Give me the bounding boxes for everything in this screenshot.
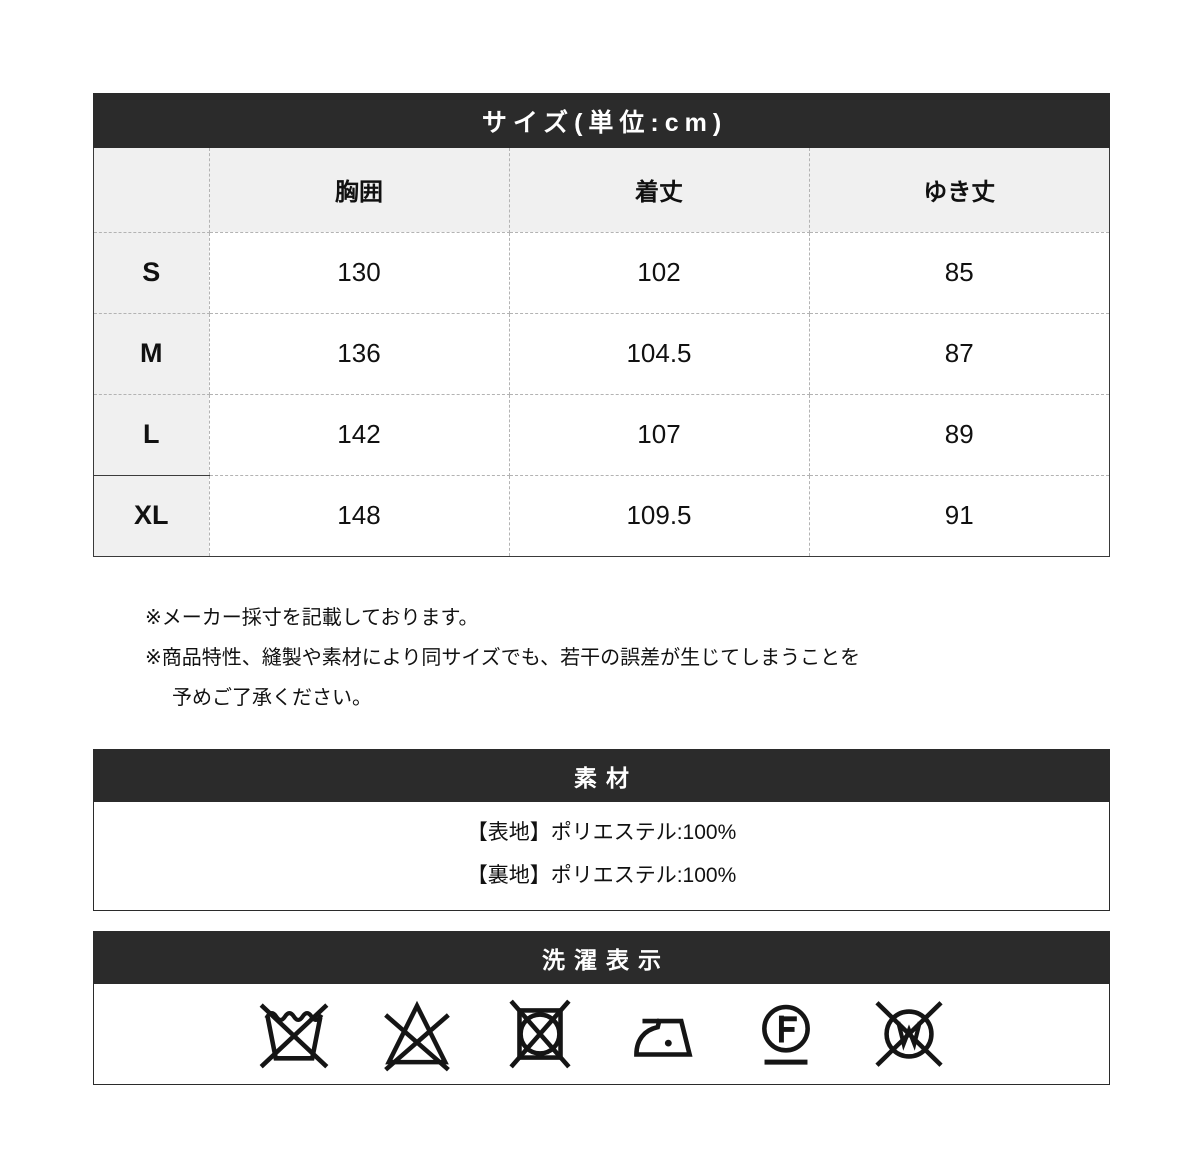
value-cell: 130 bbox=[208, 231, 510, 314]
dry-clean-F-icon bbox=[762, 1004, 810, 1065]
value-cell: 85 bbox=[808, 231, 1109, 314]
note-line: 予めご了承ください。 bbox=[172, 687, 372, 709]
table-row-s: S 130 102 85 bbox=[94, 231, 1109, 314]
value-cell: 148 bbox=[208, 474, 510, 556]
table-row-l: L 142 107 89 bbox=[94, 393, 1109, 476]
note-line: ※商品特性、縫製や素材により同サイズでも、若干の誤差が生じてしまうことを bbox=[145, 647, 861, 669]
table-row-xl: XL 148 109.5 91 bbox=[94, 474, 1109, 556]
size-label: M bbox=[94, 312, 210, 395]
value-cell: 107 bbox=[508, 393, 810, 476]
column-header-sleeve: ゆき丈 bbox=[808, 148, 1109, 233]
material-line-lining: 【裏地】ポリエステル:100% bbox=[466, 864, 737, 887]
value-cell: 102 bbox=[508, 231, 810, 314]
size-table: 胸囲 着丈 ゆき丈 S 130 102 85 M bbox=[94, 148, 1109, 556]
value-cell: 136 bbox=[208, 312, 510, 395]
size-label: XL bbox=[94, 474, 210, 556]
value-cell: 142 bbox=[208, 393, 510, 476]
care-section-title: 洗濯表示 bbox=[542, 947, 670, 973]
table-row-m: M 136 104.5 87 bbox=[94, 312, 1109, 395]
value-cell: 87 bbox=[808, 312, 1109, 395]
size-section-header-bar: サイズ(単位:cm) bbox=[93, 93, 1110, 148]
material-content: 【表地】ポリエステル:100% 【裏地】ポリエステル:100% bbox=[94, 802, 1109, 910]
value-cell: 109.5 bbox=[508, 474, 810, 556]
value-cell: 104.5 bbox=[508, 312, 810, 395]
size-section-title: サイズ(単位:cm) bbox=[481, 108, 728, 137]
no-bleach-icon bbox=[384, 1000, 450, 1072]
size-table-header-row: 胸囲 着丈 ゆき丈 bbox=[94, 148, 1109, 233]
size-label: L bbox=[94, 393, 210, 476]
care-icons-row bbox=[94, 984, 1109, 1084]
content-column: サイズ(単位:cm) 胸囲 着丈 ゆき丈 S bbox=[93, 0, 1110, 1085]
material-line-outer: 【表地】ポリエステル:100% bbox=[466, 821, 737, 844]
size-label: S bbox=[94, 231, 210, 314]
size-notes: ※メーカー採寸を記載しております。 ※商品特性、縫製や素材により同サイズでも、若… bbox=[145, 598, 1110, 718]
no-wet-clean-icon bbox=[875, 1001, 943, 1067]
material-section-title: 素材 bbox=[574, 765, 638, 791]
care-section-header-bar: 洗濯表示 bbox=[94, 932, 1109, 984]
note-line: ※メーカー採寸を記載しております。 bbox=[145, 607, 479, 629]
value-cell: 89 bbox=[808, 393, 1109, 476]
value-cell: 91 bbox=[808, 474, 1109, 556]
column-header-length: 着丈 bbox=[508, 148, 810, 233]
corner-cell bbox=[94, 148, 210, 233]
care-section: 洗濯表示 bbox=[93, 931, 1110, 1085]
no-wash-icon bbox=[259, 1003, 329, 1069]
column-header-chest: 胸囲 bbox=[208, 148, 510, 233]
size-table-wrap: 胸囲 着丈 ゆき丈 S 130 102 85 M bbox=[93, 148, 1110, 557]
iron-low-temp-icon bbox=[634, 1018, 693, 1057]
material-section-header-bar: 素材 bbox=[94, 750, 1109, 802]
material-section: 素材 【表地】ポリエステル:100% 【裏地】ポリエステル:100% bbox=[93, 749, 1110, 911]
no-tumble-dry-icon bbox=[509, 999, 571, 1069]
size-section: サイズ(単位:cm) 胸囲 着丈 ゆき丈 S bbox=[93, 93, 1110, 557]
